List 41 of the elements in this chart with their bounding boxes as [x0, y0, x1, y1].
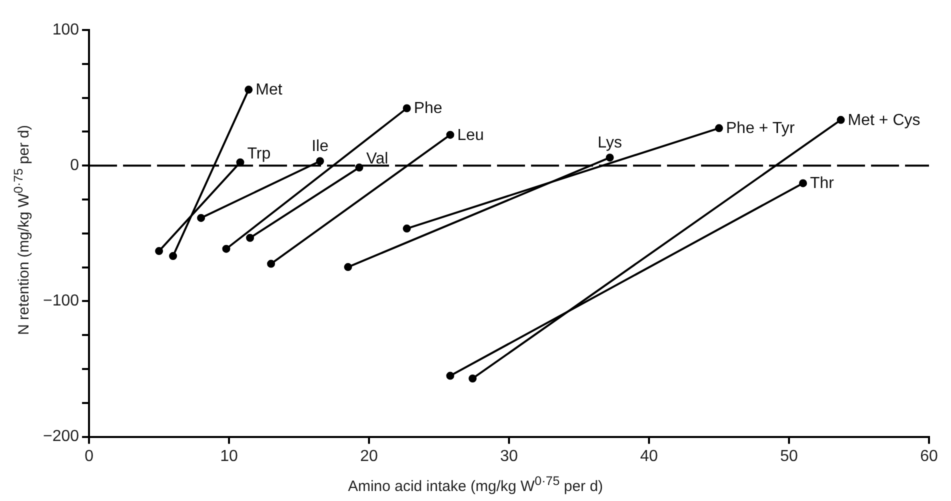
point — [402, 104, 411, 112]
point — [344, 263, 352, 272]
x-tick-label: 20 — [360, 448, 378, 465]
x-tick-label: 40 — [640, 448, 658, 465]
series-label: Leu — [457, 126, 484, 144]
series-label: Trp — [247, 145, 271, 162]
point — [222, 244, 230, 253]
x-tick-label: 60 — [920, 448, 938, 465]
x-tick-label: 30 — [500, 448, 518, 465]
point — [355, 164, 364, 172]
point — [468, 374, 477, 382]
series-label: Ile — [312, 138, 329, 156]
series-label: Lys — [598, 134, 622, 152]
series-label: Val — [366, 150, 388, 168]
x-tick-label: 50 — [780, 448, 798, 465]
series-label: Phe + Tyr — [726, 120, 796, 138]
x-axis-title: Amino acid intake (mg/kg W$^{0·75}$ per d) — [346, 474, 604, 495]
point — [316, 157, 324, 166]
y-tick-label: 100 — [52, 21, 80, 38]
x-tick-label: 10 — [220, 448, 238, 465]
point — [715, 124, 724, 132]
point — [799, 179, 808, 188]
series-label: Met — [256, 82, 283, 99]
x-tick-label: 0 — [84, 448, 94, 465]
point — [446, 130, 454, 139]
point — [244, 86, 253, 94]
point — [155, 247, 164, 256]
point — [446, 372, 454, 380]
y-tick-label: −100 — [42, 292, 80, 310]
series-label: Phe — [414, 100, 442, 118]
y-tick-label: −200 — [42, 428, 80, 446]
point — [267, 260, 276, 268]
point — [836, 116, 845, 124]
point — [169, 252, 178, 260]
series-label: Met + Cys — [848, 112, 920, 129]
series-label: Thr — [810, 175, 835, 192]
point — [402, 224, 411, 233]
point — [197, 214, 206, 222]
y-tick-label: 0 — [70, 157, 80, 174]
point — [246, 234, 254, 242]
point — [606, 154, 614, 162]
